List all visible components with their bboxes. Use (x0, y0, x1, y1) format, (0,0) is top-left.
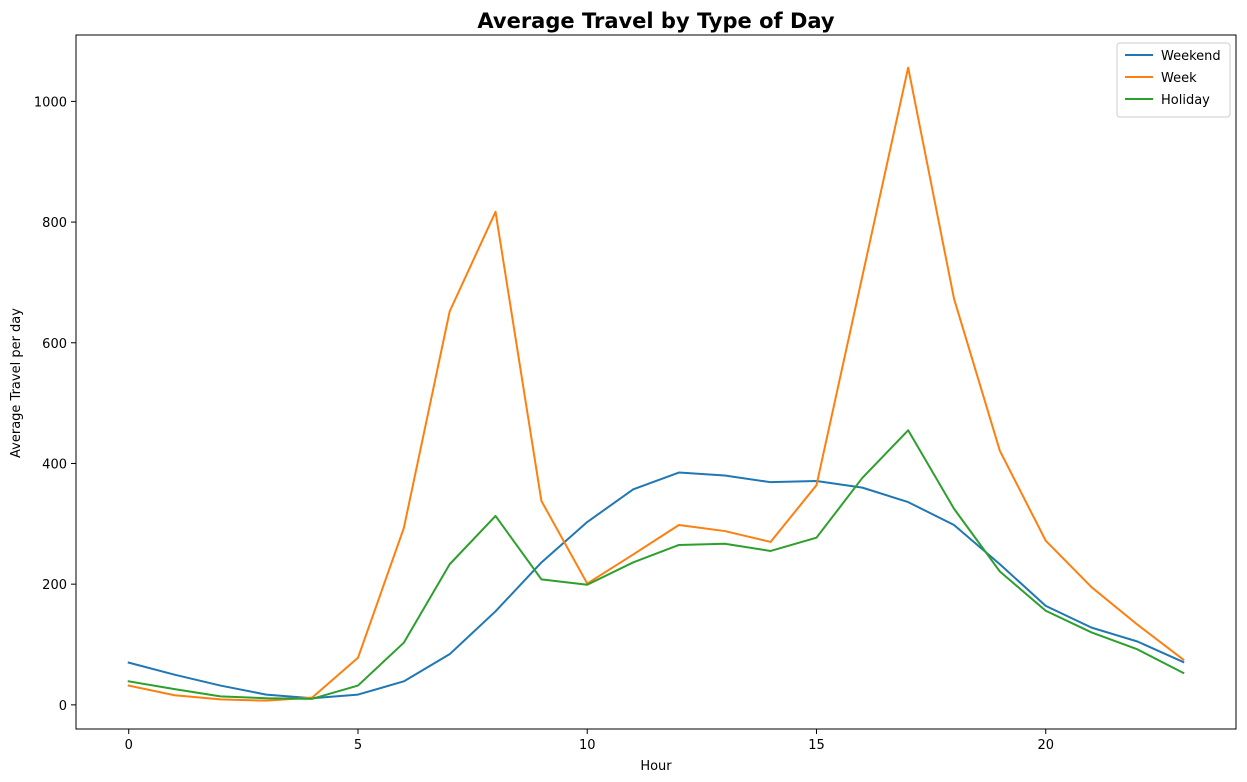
legend-label-weekend: Weekend (1161, 49, 1221, 64)
legend-label-holiday: Holiday (1161, 93, 1210, 108)
x-axis-label: Hour (640, 759, 672, 774)
y-tick-label: 600 (42, 337, 67, 352)
y-tick-label: 1000 (34, 95, 67, 110)
x-tick-label: 10 (579, 738, 596, 753)
chart-title: Average Travel by Type of Day (477, 9, 835, 33)
x-tick-label: 15 (808, 738, 825, 753)
y-tick-label: 800 (42, 216, 67, 231)
y-tick-label: 200 (42, 578, 67, 593)
y-tick-label: 0 (59, 699, 67, 714)
series-line-holiday (127, 429, 1185, 700)
x-tick-label: 5 (354, 738, 362, 753)
series-line-week (127, 66, 1185, 702)
axes-frame (75, 34, 1237, 730)
x-tick-label: 20 (1037, 738, 1054, 753)
series-line-weekend (127, 471, 1185, 700)
y-axis-label: Average Travel per day (9, 308, 24, 458)
y-tick-label: 400 (42, 457, 67, 472)
legend: Weekend Week Holiday (1116, 42, 1231, 118)
x-tick-label: 0 (125, 738, 133, 753)
legend-label-week: Week (1161, 71, 1197, 86)
